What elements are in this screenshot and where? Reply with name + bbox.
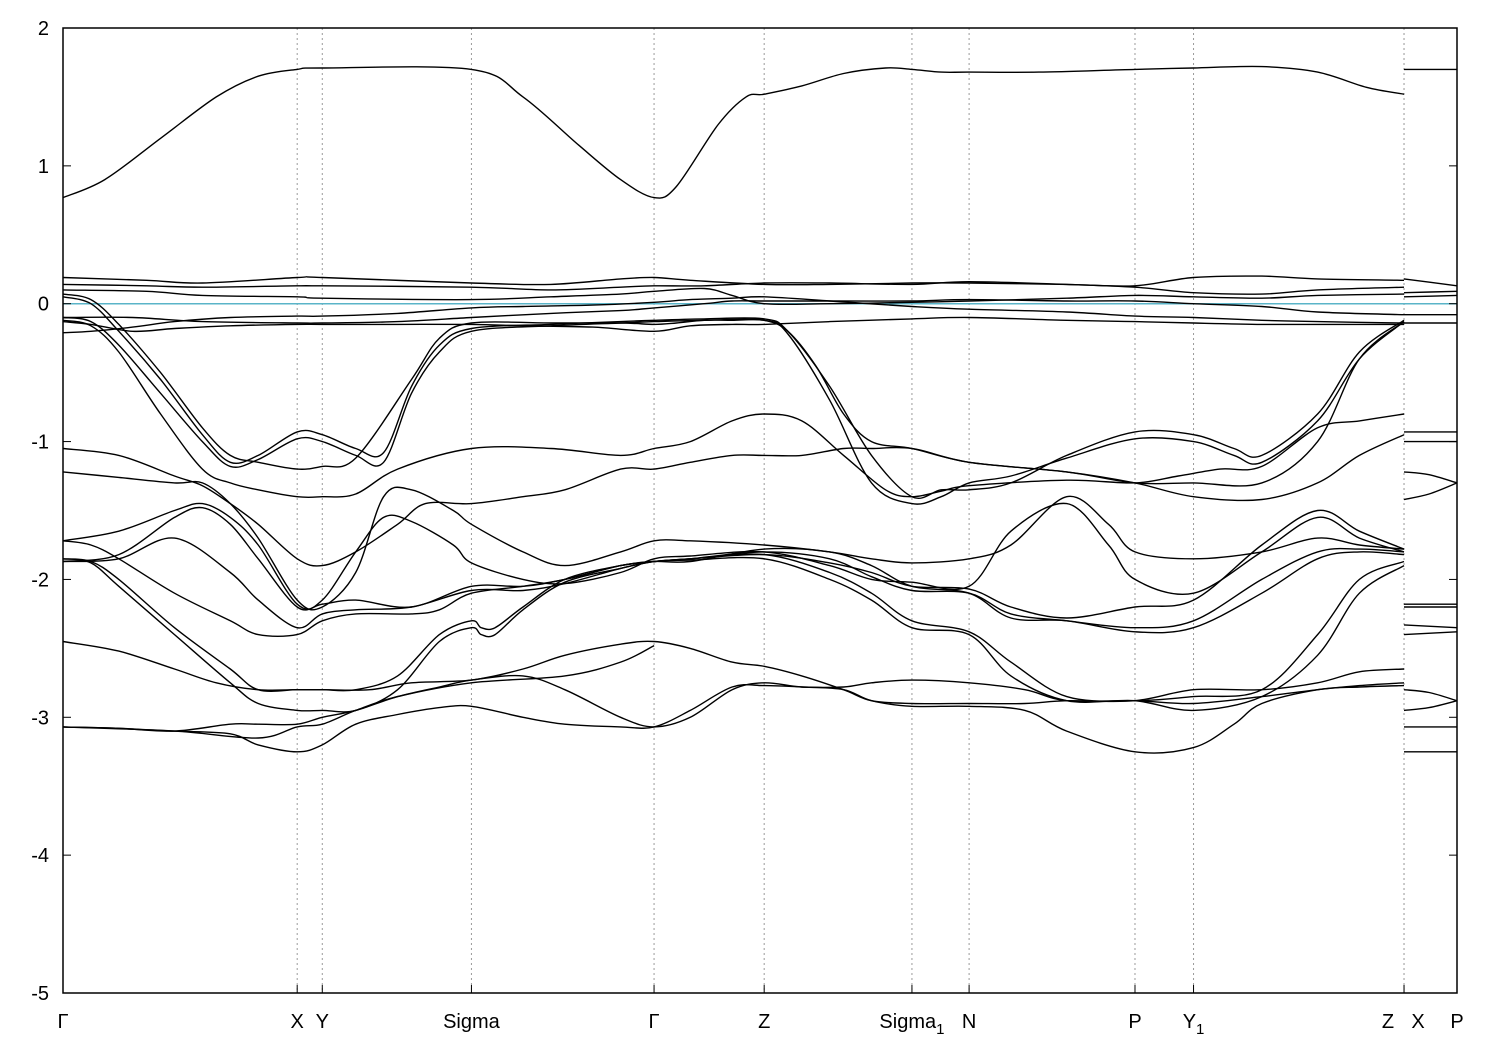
- band-line: [1403, 624, 1458, 629]
- band-line: [1403, 294, 1458, 298]
- x-tick-label: P: [1450, 1011, 1463, 1033]
- x-tick-label: Z: [758, 1011, 770, 1033]
- x-tick-label: X: [1411, 1011, 1424, 1033]
- x-tick-label: Sigma1: [879, 1011, 944, 1038]
- band-line: [62, 280, 1405, 295]
- band-line: [62, 640, 1405, 705]
- band-line: [1403, 631, 1458, 636]
- band-line: [1403, 471, 1458, 484]
- band-line: [1403, 689, 1458, 702]
- band-line: [62, 434, 1405, 567]
- x-tick-label: Γ: [57, 1011, 68, 1033]
- band-line: [1403, 482, 1458, 501]
- y-tick-label: -3: [31, 707, 49, 729]
- plot-frame: [62, 27, 1458, 994]
- band-line: [62, 65, 1405, 199]
- x-tick-label: N: [962, 1011, 976, 1033]
- x-tick-label: P: [1128, 1011, 1141, 1033]
- y-tick-label: -1: [31, 432, 49, 454]
- band-line: [62, 296, 1405, 499]
- y-tick-label: -4: [31, 845, 49, 867]
- y-tick-label: -5: [31, 983, 49, 1005]
- band-line: [62, 296, 1405, 334]
- band-line: [62, 287, 1405, 306]
- band-line: [62, 502, 1405, 610]
- band-line: [62, 537, 1405, 629]
- band-line: [62, 319, 1405, 499]
- band-line: [62, 674, 1405, 732]
- band-line: [62, 275, 1405, 287]
- x-tick-label: Y1: [1183, 1011, 1205, 1038]
- band-line: [62, 506, 1405, 619]
- y-tick-label: 2: [38, 18, 49, 40]
- band-line: [62, 644, 655, 739]
- x-tick-subscript: 1: [936, 1021, 944, 1038]
- y-tick-label: 0: [38, 294, 49, 316]
- band-line: [62, 684, 1405, 754]
- band-line: [62, 298, 1405, 324]
- band-line: [62, 316, 1405, 505]
- bands: [62, 65, 1458, 754]
- x-tick-label: Z: [1382, 1011, 1394, 1033]
- x-tick-label: Γ: [649, 1011, 660, 1033]
- y-ticks: -5 -4 -3 -2 -1 0 1 2: [31, 18, 1457, 1005]
- y-tick-label: 1: [38, 156, 49, 178]
- band-line: [62, 553, 1405, 702]
- x-ticks: Γ X Y Sigma Γ Z Sigma1 N P Y1 Z X P: [57, 985, 1464, 1038]
- x-tick-label: Sigma: [443, 1011, 501, 1033]
- kpoint-gridlines: [296, 28, 1405, 993]
- band-line: [1403, 290, 1458, 294]
- y-tick-label: -2: [31, 569, 49, 591]
- x-tick-label: Y: [316, 1011, 329, 1033]
- band-line: [1403, 700, 1458, 712]
- band-line: [62, 316, 1404, 333]
- x-tick-subscript: 1: [1196, 1021, 1204, 1038]
- x-tick-label: X: [291, 1011, 304, 1033]
- band-line: [62, 471, 1405, 611]
- band-line: [1403, 278, 1458, 287]
